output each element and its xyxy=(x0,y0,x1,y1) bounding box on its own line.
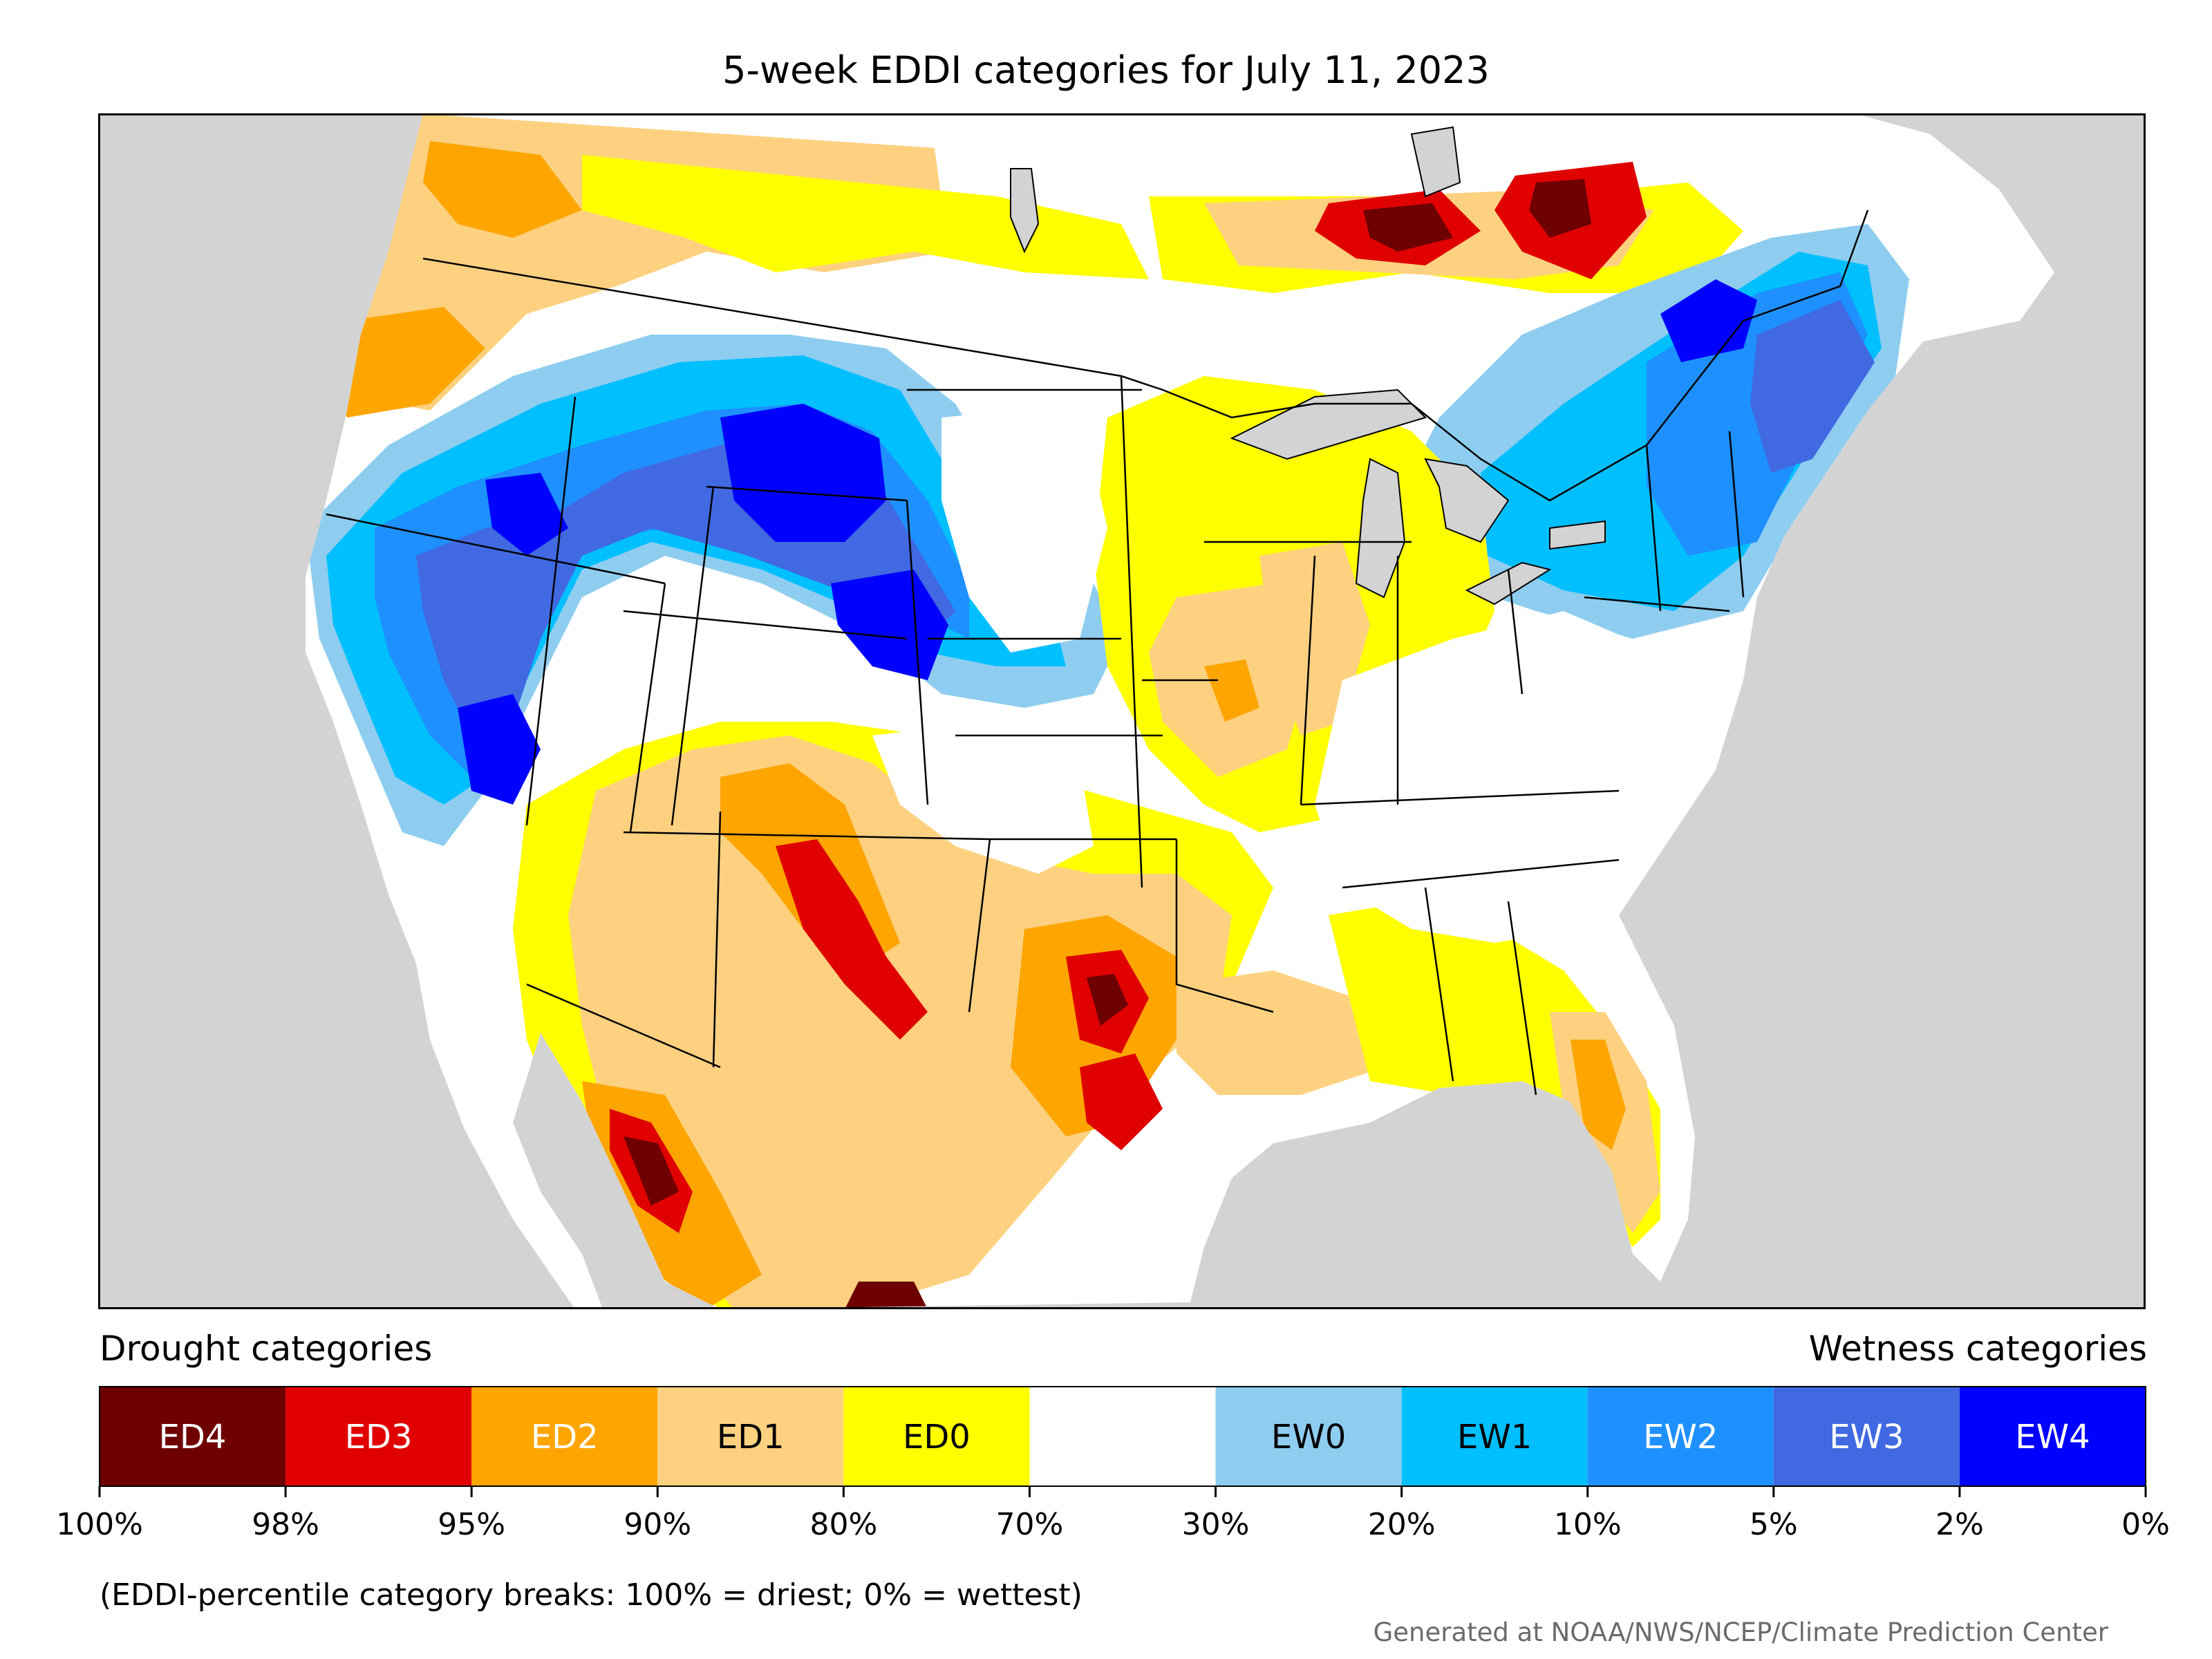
legend-break-label: 10% xyxy=(1554,1507,1622,1542)
legend-break-label: 70% xyxy=(996,1507,1064,1542)
legend-label-ew4: EW4 xyxy=(2015,1418,2090,1456)
ew4-patch-idaho xyxy=(485,473,568,556)
legend-label-ed0: ED0 xyxy=(903,1418,971,1456)
legend-swatch-ed1 xyxy=(657,1387,844,1486)
legend-label-ew1: EW1 xyxy=(1457,1418,1532,1456)
ed4-patch-mexico-south xyxy=(845,1282,928,1309)
legend-swatch-ed3 xyxy=(285,1387,472,1486)
legend-label-ed3: ED3 xyxy=(345,1418,413,1456)
ed2-patch-washington xyxy=(423,141,582,238)
neutral-patch-plains xyxy=(941,404,1107,653)
drought-categories-heading: Drought categories xyxy=(100,1329,433,1369)
ew3-patch-new-england xyxy=(1750,300,1875,473)
neutral-patch-southeast xyxy=(1315,611,1688,943)
legend-swatch-neutral xyxy=(1029,1387,1216,1486)
legend-frame xyxy=(99,1386,2146,1487)
ed3-patch-new-mexico xyxy=(776,839,928,1040)
ed4-patch-ontario-west xyxy=(1363,203,1453,252)
us-canada-border xyxy=(422,209,1869,502)
ed2-patch-florida xyxy=(1571,1040,1626,1150)
eddi-category-patches xyxy=(306,113,1909,1309)
legend-swatch-ed0 xyxy=(843,1387,1030,1486)
legend-swatch-ew3 xyxy=(1773,1387,1960,1486)
ed4-patch-sonora xyxy=(624,1136,679,1206)
legend-label-ed1: ED1 xyxy=(717,1418,785,1456)
neutral-patch-texas xyxy=(872,722,1094,874)
legend-break-label: 2% xyxy=(1936,1507,1984,1542)
ed3-patch-texas-coast xyxy=(1080,1053,1163,1150)
legend-break-label: 20% xyxy=(1368,1507,1436,1542)
credit-line: Generated at NOAA/NWS/NCEP/Climate Predi… xyxy=(1373,1618,2108,1647)
ew4-patch-nevada xyxy=(458,694,541,805)
map-title: 5-week EDDI categories for July 11, 2023 xyxy=(722,48,1490,92)
legend-break-label: 30% xyxy=(1182,1507,1250,1542)
lake-superior xyxy=(1230,388,1427,460)
lake-nipigon xyxy=(1410,126,1461,198)
ed4-patch-ontario-east xyxy=(1529,179,1591,238)
legend-break-label: 5% xyxy=(1750,1507,1798,1542)
legend-label-ed2: ED2 xyxy=(531,1418,599,1456)
ew4-patch-quebec xyxy=(1660,279,1757,362)
ew4-patch-colorado xyxy=(831,570,948,680)
lake-ontario xyxy=(1549,520,1606,550)
category-break-caption: (EDDI-percentile category breaks: 100% =… xyxy=(100,1577,1082,1613)
lake-michigan xyxy=(1355,458,1406,599)
ed4-patch-texas xyxy=(1087,974,1128,1026)
legend-label-ew0: EW0 xyxy=(1271,1418,1346,1456)
lake-winnipeg xyxy=(1010,168,1040,254)
legend-break-label: 0% xyxy=(2121,1507,2170,1542)
legend-label-ew3: EW3 xyxy=(1829,1418,1904,1456)
state-lines-plains xyxy=(907,375,1274,1013)
legend-break-label: 90% xyxy=(624,1507,691,1542)
great-lakes xyxy=(1010,126,1606,606)
legend-break-label: 98% xyxy=(252,1507,319,1542)
legend-label-ed4: ED4 xyxy=(159,1418,227,1456)
ed2-patch-missouri xyxy=(1204,659,1259,722)
legend-swatch-ew0 xyxy=(1215,1387,1402,1486)
state-lines-east xyxy=(1204,431,1745,1096)
legend-swatch-ew1 xyxy=(1401,1387,1588,1486)
legend-break-label: 100% xyxy=(56,1507,143,1542)
legend-break-label: 80% xyxy=(809,1507,877,1542)
state-lines-west xyxy=(326,396,991,1069)
legend-label-ew2: EW2 xyxy=(1643,1418,1718,1456)
lake-erie xyxy=(1465,561,1552,606)
ed0-patch-north-plains xyxy=(582,155,1149,279)
legend-swatch-ed2 xyxy=(471,1387,658,1486)
ed1-patch-louisiana xyxy=(1177,971,1384,1095)
political-borders xyxy=(326,209,1869,1096)
wetness-categories-heading: Wetness categories xyxy=(1808,1329,2147,1369)
eddi-map xyxy=(98,113,2146,1309)
legend-break-label: 95% xyxy=(438,1507,505,1542)
ed2-patch-oregon xyxy=(326,307,485,418)
map-frame xyxy=(98,113,2146,1309)
legend-swatch-ed4 xyxy=(100,1387,286,1486)
legend-swatch-ew4 xyxy=(1959,1387,2146,1486)
lake-huron xyxy=(1424,458,1510,543)
ew4-patch-wyoming xyxy=(720,404,886,542)
legend-swatch-ew2 xyxy=(1587,1387,1774,1486)
